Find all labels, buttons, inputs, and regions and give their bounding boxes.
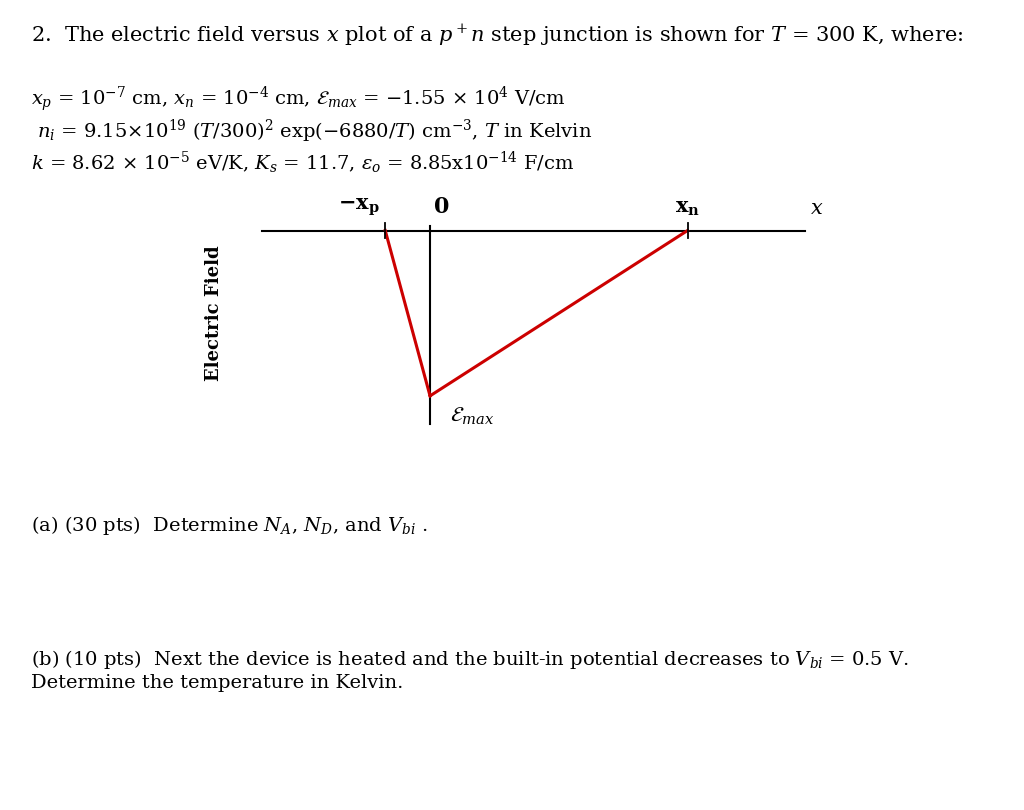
Text: $\mathbf{-x_p}$: $\mathbf{-x_p}$ — [338, 196, 380, 218]
Text: $\mathit{x}$: $\mathit{x}$ — [810, 198, 823, 218]
Text: 2.  The electric field versus $x$ plot of a $p^+n$ step junction is shown for $T: 2. The electric field versus $x$ plot of… — [31, 23, 964, 49]
Text: $\mathbf{0}$: $\mathbf{0}$ — [433, 195, 450, 218]
Text: $\mathbf{x_n}$: $\mathbf{x_n}$ — [675, 198, 700, 218]
Text: $n_i$ = 9.15×10$^{19}$ ($T$/300)$^2$ exp(−6880/$T$) cm$^{-3}$, $T$ in Kelvin: $n_i$ = 9.15×10$^{19}$ ($T$/300)$^2$ exp… — [31, 117, 592, 145]
Text: $x_p$ = 10$^{-7}$ cm, $x_n$ = 10$^{-4}$ cm, $\mathcal{E}_{max}$ = −1.55 × 10$^4$: $x_p$ = 10$^{-7}$ cm, $x_n$ = 10$^{-4}$ … — [31, 85, 565, 114]
Text: (b) (10 pts)  Next the device is heated and the built-in potential decreases to : (b) (10 pts) Next the device is heated a… — [31, 648, 908, 692]
Text: $k$ = 8.62 × 10$^{-5}$ eV/K, $K_s$ = 11.7, $\varepsilon_o$ = 8.85x10$^{-14}$ F/c: $k$ = 8.62 × 10$^{-5}$ eV/K, $K_s$ = 11.… — [31, 150, 574, 176]
Text: (a) (30 pts)  Determine $N_A$, $N_D$, and $V_{bi}$ .: (a) (30 pts) Determine $N_A$, $N_D$, and… — [31, 514, 427, 537]
Text: Electric Field: Electric Field — [206, 245, 223, 381]
Text: $\mathcal{E}_{max}$: $\mathcal{E}_{max}$ — [450, 405, 494, 427]
